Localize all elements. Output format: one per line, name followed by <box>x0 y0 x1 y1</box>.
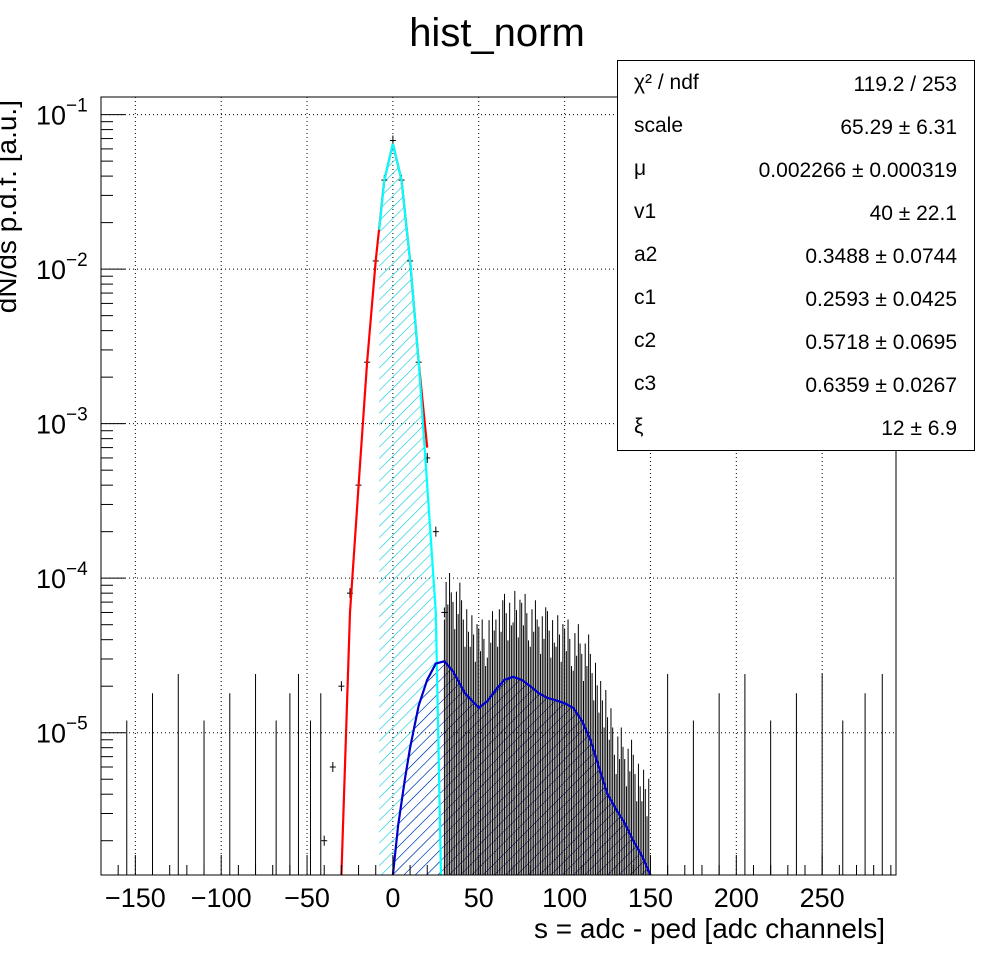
stat-name: v1 <box>634 200 657 223</box>
stat-value: 40 ± 22.1 <box>869 202 957 225</box>
x-tick-label: 150 <box>628 883 673 913</box>
stat-value: 12 ± 6.9 <box>881 417 957 440</box>
stat-row: χ² / ndf 119.2 / 253 <box>618 61 974 104</box>
y-tick-label: 10−5 <box>36 714 88 749</box>
plot-frame <box>100 96 897 876</box>
pedestal-curve <box>378 143 443 875</box>
stat-value: 0.2593 ± 0.0425 <box>805 288 957 311</box>
y-tick-label: 10−3 <box>36 405 88 440</box>
stat-row: c3 0.6359 ± 0.0267 <box>618 362 974 405</box>
stat-row: c1 0.2593 ± 0.0425 <box>618 276 974 319</box>
stat-row: scale 65.29 ± 6.31 <box>618 104 974 147</box>
x-tick-label: 250 <box>800 883 845 913</box>
stat-name: μ <box>634 157 647 180</box>
stat-name: c1 <box>634 286 657 309</box>
x-tick-label: 50 <box>464 883 494 913</box>
stat-value: 65.29 ± 6.31 <box>840 116 957 139</box>
stat-name: ξ <box>634 415 644 438</box>
stat-name: c2 <box>634 329 657 352</box>
stat-row: a2 0.3488 ± 0.0744 <box>618 233 974 276</box>
axes: −150 −100 −50 0 50 100 150 200 250 10−1 10−2 10−3 10… <box>36 96 892 913</box>
x-tick-label: −100 <box>191 883 252 913</box>
stat-value: 0.002266 ± 0.000319 <box>758 159 957 182</box>
stat-value: 0.3488 ± 0.0744 <box>805 245 957 268</box>
y-tick-label: 10−1 <box>36 96 88 131</box>
x-tick-label: 0 <box>385 883 400 913</box>
chart-title: hist_norm <box>409 11 585 55</box>
x-tick-label: −50 <box>284 883 330 913</box>
stat-value: 0.5718 ± 0.0695 <box>805 331 957 354</box>
stat-name: χ² / ndf <box>634 71 699 94</box>
x-axis-title: s = adc - ped [adc channels] <box>534 913 885 944</box>
stat-name: scale <box>634 114 684 137</box>
stat-name: c3 <box>634 372 657 395</box>
fit-statistics-box: χ² / ndf 119.2 / 253 scale 65.29 ± 6.31 μ 0.0… <box>617 60 975 451</box>
plot-area <box>126 135 883 875</box>
stat-row: v1 40 ± 22.1 <box>618 190 974 233</box>
x-tick-label: −150 <box>105 883 166 913</box>
x-tick-label: 100 <box>542 883 587 913</box>
stat-value: 119.2 / 253 <box>853 73 957 96</box>
stat-row: c2 0.5718 ± 0.0695 <box>618 319 974 362</box>
stat-value: 0.6359 ± 0.0267 <box>805 374 957 397</box>
data-error-bars <box>126 135 883 875</box>
x-tick-label: 200 <box>714 883 759 913</box>
y-tick-label: 10−2 <box>36 250 88 285</box>
stat-row: μ 0.002266 ± 0.000319 <box>618 147 974 190</box>
stat-row: ξ 12 ± 6.9 <box>618 405 974 448</box>
y-tick-label: 10−4 <box>36 559 88 594</box>
stat-name: a2 <box>634 243 658 266</box>
signal-curve <box>391 660 652 875</box>
y-axis-title: dN/ds p.d.f. [a.u.] <box>0 100 22 313</box>
